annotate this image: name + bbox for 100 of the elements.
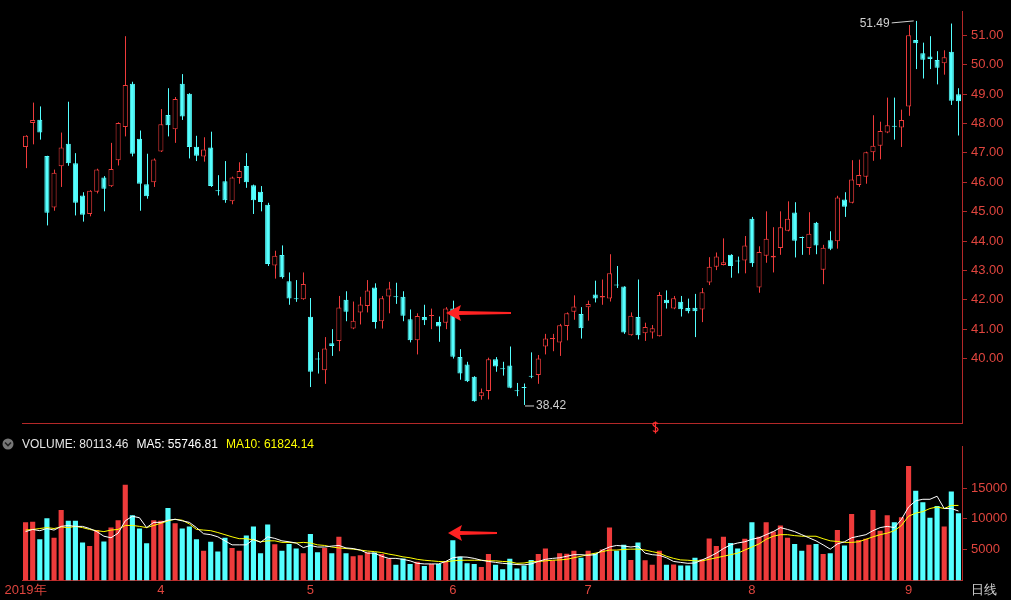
- candlestick: [920, 42, 926, 80]
- y-tick-label: 40.00: [971, 350, 1004, 366]
- candlestick: [101, 175, 107, 212]
- bar: [820, 554, 826, 581]
- bar: [151, 520, 157, 581]
- bar: [450, 540, 456, 581]
- bar: [948, 491, 954, 581]
- bar: [792, 543, 798, 581]
- candlestick: [813, 221, 819, 255]
- bar: [115, 520, 121, 581]
- bar: [23, 522, 29, 581]
- bar: [841, 545, 848, 581]
- candlestick: [542, 333, 548, 355]
- bar: [393, 564, 399, 581]
- chart-title: VOLUME: 80113.46: [22, 437, 129, 451]
- bar: [457, 556, 463, 581]
- bar: [535, 554, 541, 581]
- bar: [37, 539, 43, 581]
- bar: [279, 550, 285, 581]
- bar: [72, 520, 78, 581]
- candlestick: [806, 211, 812, 256]
- candlestick: [941, 49, 947, 76]
- bar: [934, 506, 940, 581]
- x-tick-label: 4: [157, 581, 165, 597]
- bar: [827, 553, 833, 581]
- candlestick: [849, 159, 855, 204]
- bar: [108, 527, 114, 581]
- bar: [329, 553, 335, 581]
- bar: [521, 565, 527, 581]
- bar: [243, 535, 249, 581]
- bar: [122, 484, 128, 581]
- candlestick: [571, 294, 577, 321]
- bar: [379, 554, 385, 581]
- bar: [720, 536, 726, 581]
- bar: [307, 534, 313, 581]
- bar: [186, 526, 192, 581]
- bar: [756, 536, 762, 581]
- bar: [215, 551, 221, 581]
- bar: [79, 542, 86, 581]
- candlestick: [144, 153, 150, 200]
- candlestick: [243, 152, 249, 189]
- bar: [208, 541, 214, 581]
- candlestick: [286, 271, 292, 306]
- y-tick-label: 42.00: [971, 291, 1004, 307]
- bar: [364, 552, 370, 581]
- bar: [300, 553, 306, 581]
- bar: [735, 548, 741, 581]
- bar: [386, 558, 392, 581]
- bar: [250, 526, 256, 581]
- y-tick-label: 50.00: [971, 56, 1004, 72]
- y-tick-label: 49.00: [971, 85, 1004, 101]
- bar: [165, 507, 171, 581]
- bar: [286, 543, 292, 581]
- candlestick: [30, 102, 36, 145]
- bar: [258, 553, 264, 581]
- bar: [343, 553, 349, 581]
- candlestick: [564, 311, 570, 341]
- bar: [870, 510, 876, 581]
- bar: [685, 565, 691, 581]
- candlestick: [863, 151, 869, 185]
- bar: [642, 560, 648, 581]
- y-tick-label: 47.00: [971, 144, 1004, 160]
- y-tick-label: 44.00: [971, 232, 1004, 248]
- x-tick-label: 9: [904, 581, 913, 597]
- bar: [129, 515, 135, 581]
- y-tick-label: 48.00: [971, 115, 1004, 131]
- bar: [201, 550, 207, 581]
- candlestick: [79, 191, 86, 223]
- candlestick: [777, 210, 783, 256]
- bar: [421, 566, 427, 581]
- bar: [30, 521, 36, 581]
- bar: [407, 563, 413, 581]
- candlestick: [94, 168, 100, 194]
- candlestick: [193, 135, 200, 162]
- bar: [400, 558, 406, 581]
- candlestick: [827, 230, 833, 251]
- bar: [179, 528, 185, 581]
- bar: [471, 563, 477, 581]
- x-tick-label: 2019年: [4, 581, 47, 597]
- candlestick: [222, 160, 228, 204]
- bar: [464, 563, 470, 581]
- annotation: 38.42: [536, 398, 567, 413]
- candlestick: [742, 235, 748, 274]
- y-tick-label: 5000: [971, 541, 1000, 557]
- bar: [65, 520, 71, 581]
- candlestick: [65, 101, 71, 167]
- y-tick-label: 41.00: [971, 320, 1004, 336]
- annotation: 51.49: [859, 16, 891, 31]
- bar: [806, 544, 812, 581]
- candlestick: [507, 346, 513, 389]
- x-tick-label: 7: [584, 581, 592, 597]
- text: 日线: [971, 581, 997, 599]
- bar: [884, 515, 890, 581]
- bar: [293, 548, 299, 581]
- candlestick: [329, 328, 335, 357]
- candlestick: [728, 253, 734, 279]
- candlestick: [58, 132, 64, 188]
- text: MA5: 55746.81: [136, 437, 218, 451]
- bar: [371, 552, 378, 581]
- bar: [678, 565, 684, 581]
